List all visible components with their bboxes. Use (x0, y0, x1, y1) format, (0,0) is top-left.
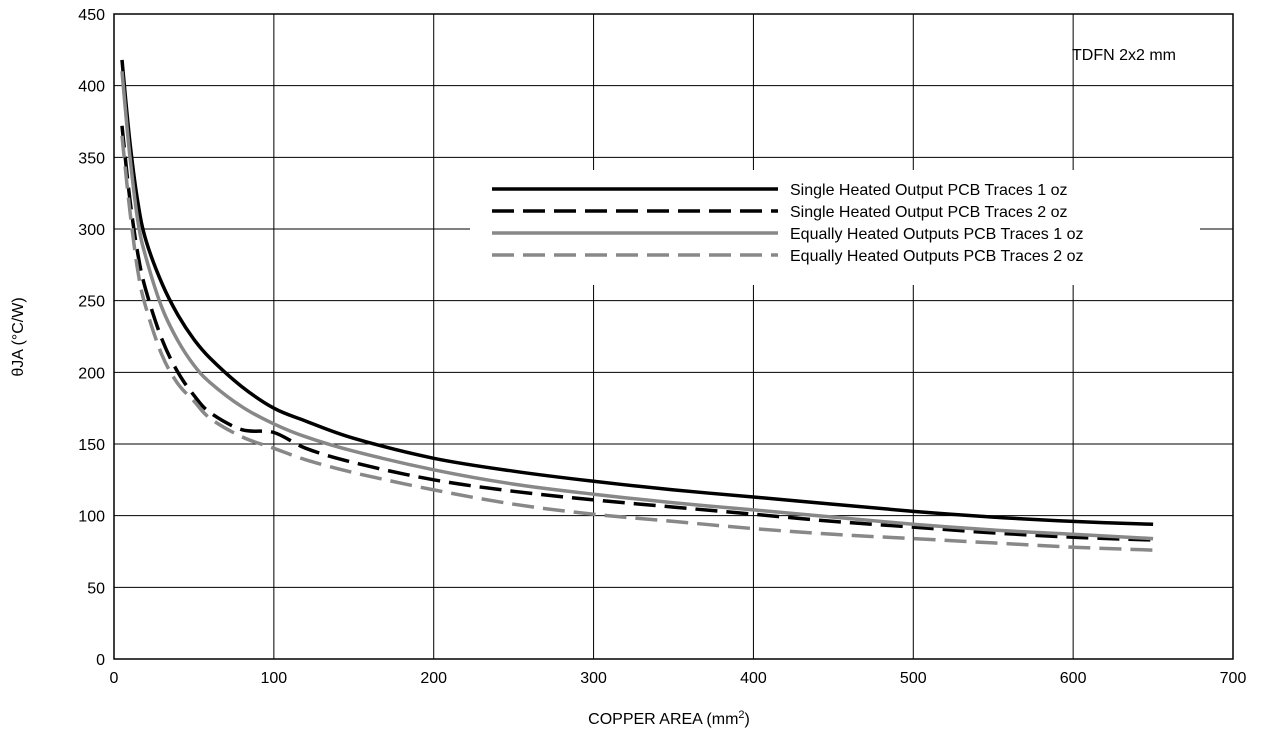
series-line-2 (120, 71, 1154, 541)
legend-label-1: Single Heated Output PCB Traces 2 oz (790, 204, 1067, 221)
y-tick-label-9: 450 (78, 7, 105, 24)
x-tick-label-6: 600 (1060, 670, 1087, 687)
x-axis-title: COPPER AREA (mm2) (588, 709, 750, 728)
x-tick-label-3: 300 (580, 670, 607, 687)
x-tick-label-5: 500 (900, 670, 927, 687)
legend-label-3: Equally Heated Outputs PCB Traces 2 oz (790, 248, 1083, 265)
y-tick-label-7: 350 (78, 150, 105, 167)
series-layer (120, 59, 1154, 552)
y-tick-label-1: 50 (87, 580, 105, 597)
y-tick-label-5: 250 (78, 294, 105, 311)
x-tick-label-2: 200 (420, 670, 447, 687)
x-tick-label-4: 400 (740, 670, 767, 687)
legend: Single Heated Output PCB Traces 1 oz Sing… (470, 170, 1200, 285)
x-tick-label-7: 700 (1220, 670, 1247, 687)
x-tick-label-0: 0 (110, 670, 119, 687)
y-tick-label-3: 150 (78, 437, 105, 454)
y-tick-label-2: 100 (78, 509, 105, 526)
y-tick-label-8: 400 (78, 79, 105, 96)
series-line-3 (120, 135, 1154, 552)
y-tick-label-4: 200 (78, 365, 105, 382)
package-annotation: TDFN 2x2 mm (1072, 47, 1176, 64)
grid (113, 13, 1234, 660)
y-tick-label-0: 0 (96, 652, 105, 669)
x-tick-labels: 0 100 200 300 400 500 600 700 (110, 670, 1247, 687)
x-tick-label-1: 100 (261, 670, 288, 687)
legend-label-2: Equally Heated Outputs PCB Traces 1 oz (790, 226, 1083, 243)
axis-frame (113, 13, 1234, 660)
series-line-0 (120, 59, 1154, 527)
plot-frame (113, 13, 1234, 660)
y-axis-title: θJA (°C/W) (10, 297, 27, 376)
legend-label-0: Single Heated Output PCB Traces 1 oz (790, 182, 1067, 199)
y-tick-labels: 0 50 100 150 200 250 300 350 400 450 (78, 7, 105, 669)
y-tick-label-6: 300 (78, 222, 105, 239)
series-line-1 (120, 125, 1154, 542)
